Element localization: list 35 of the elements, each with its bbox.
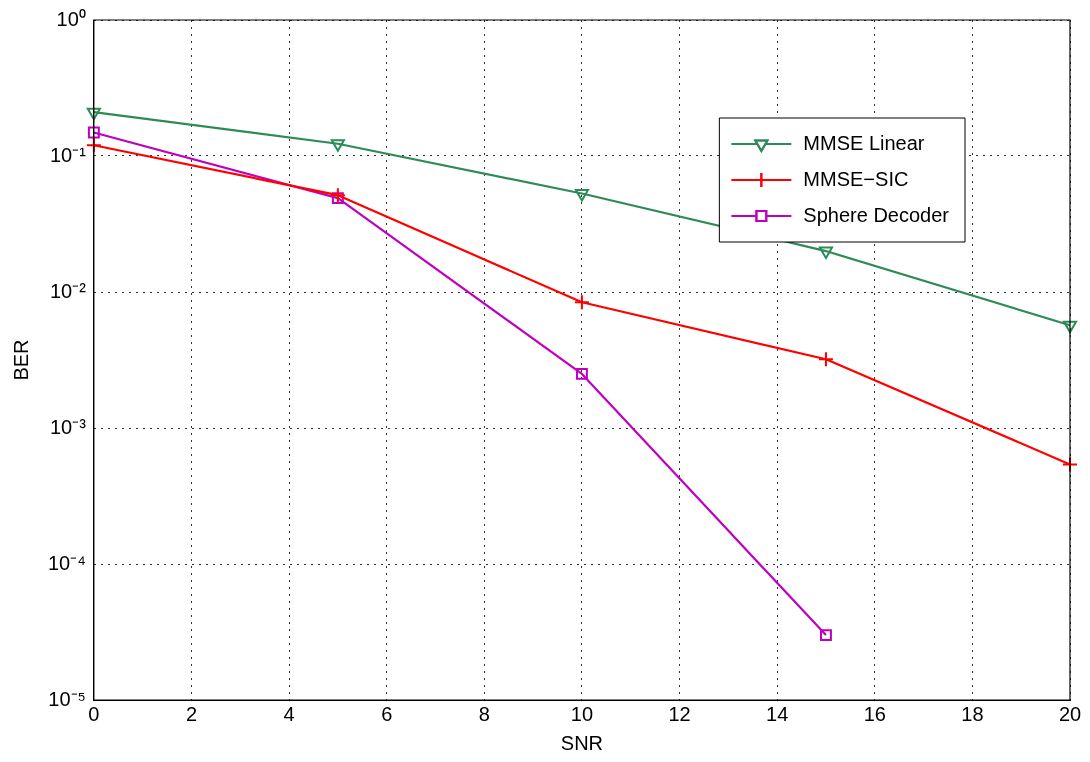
x-tick-label: 16	[863, 702, 886, 725]
y-tick-label: 10⁻³	[49, 415, 87, 438]
point	[331, 192, 344, 205]
point	[329, 187, 346, 204]
y-tick-label: 10⁻⁴	[48, 551, 86, 574]
y-tick-label: 10⁻⁵	[48, 687, 86, 710]
point	[1062, 320, 1078, 334]
y-tick-label: 10⁰	[56, 7, 86, 30]
point	[87, 126, 100, 139]
x-tick-label: 14	[766, 702, 789, 725]
point	[817, 351, 834, 368]
point	[86, 107, 101, 121]
x-tick-label: 20	[1058, 702, 1082, 725]
point	[85, 137, 102, 154]
x-tick-label: 18	[961, 702, 984, 725]
y-tick-label: 10⁻²	[49, 279, 87, 302]
x-tick-label: 12	[668, 702, 691, 725]
point	[330, 139, 345, 152]
x-tick-label: 4	[283, 702, 295, 725]
x-tick-label: 2	[185, 702, 198, 725]
legend-label: Sphere Decoder	[803, 203, 950, 226]
x-tick-label: 8	[478, 702, 490, 725]
legend-label: MMSE Linear	[803, 131, 925, 154]
x-axis-title: SNR	[560, 731, 604, 754]
point	[574, 189, 589, 202]
y-tick-label: 10⁻¹	[49, 143, 87, 166]
x-tick-label: 10	[570, 702, 594, 725]
point	[575, 367, 588, 380]
x-tick-label: 0	[88, 702, 100, 725]
point	[820, 629, 832, 642]
y-axis-title: BER	[9, 339, 32, 381]
legend-label: MMSE−SIC	[803, 167, 909, 190]
x-tick-label: 6	[381, 702, 393, 725]
point	[573, 294, 590, 311]
point	[818, 246, 834, 260]
